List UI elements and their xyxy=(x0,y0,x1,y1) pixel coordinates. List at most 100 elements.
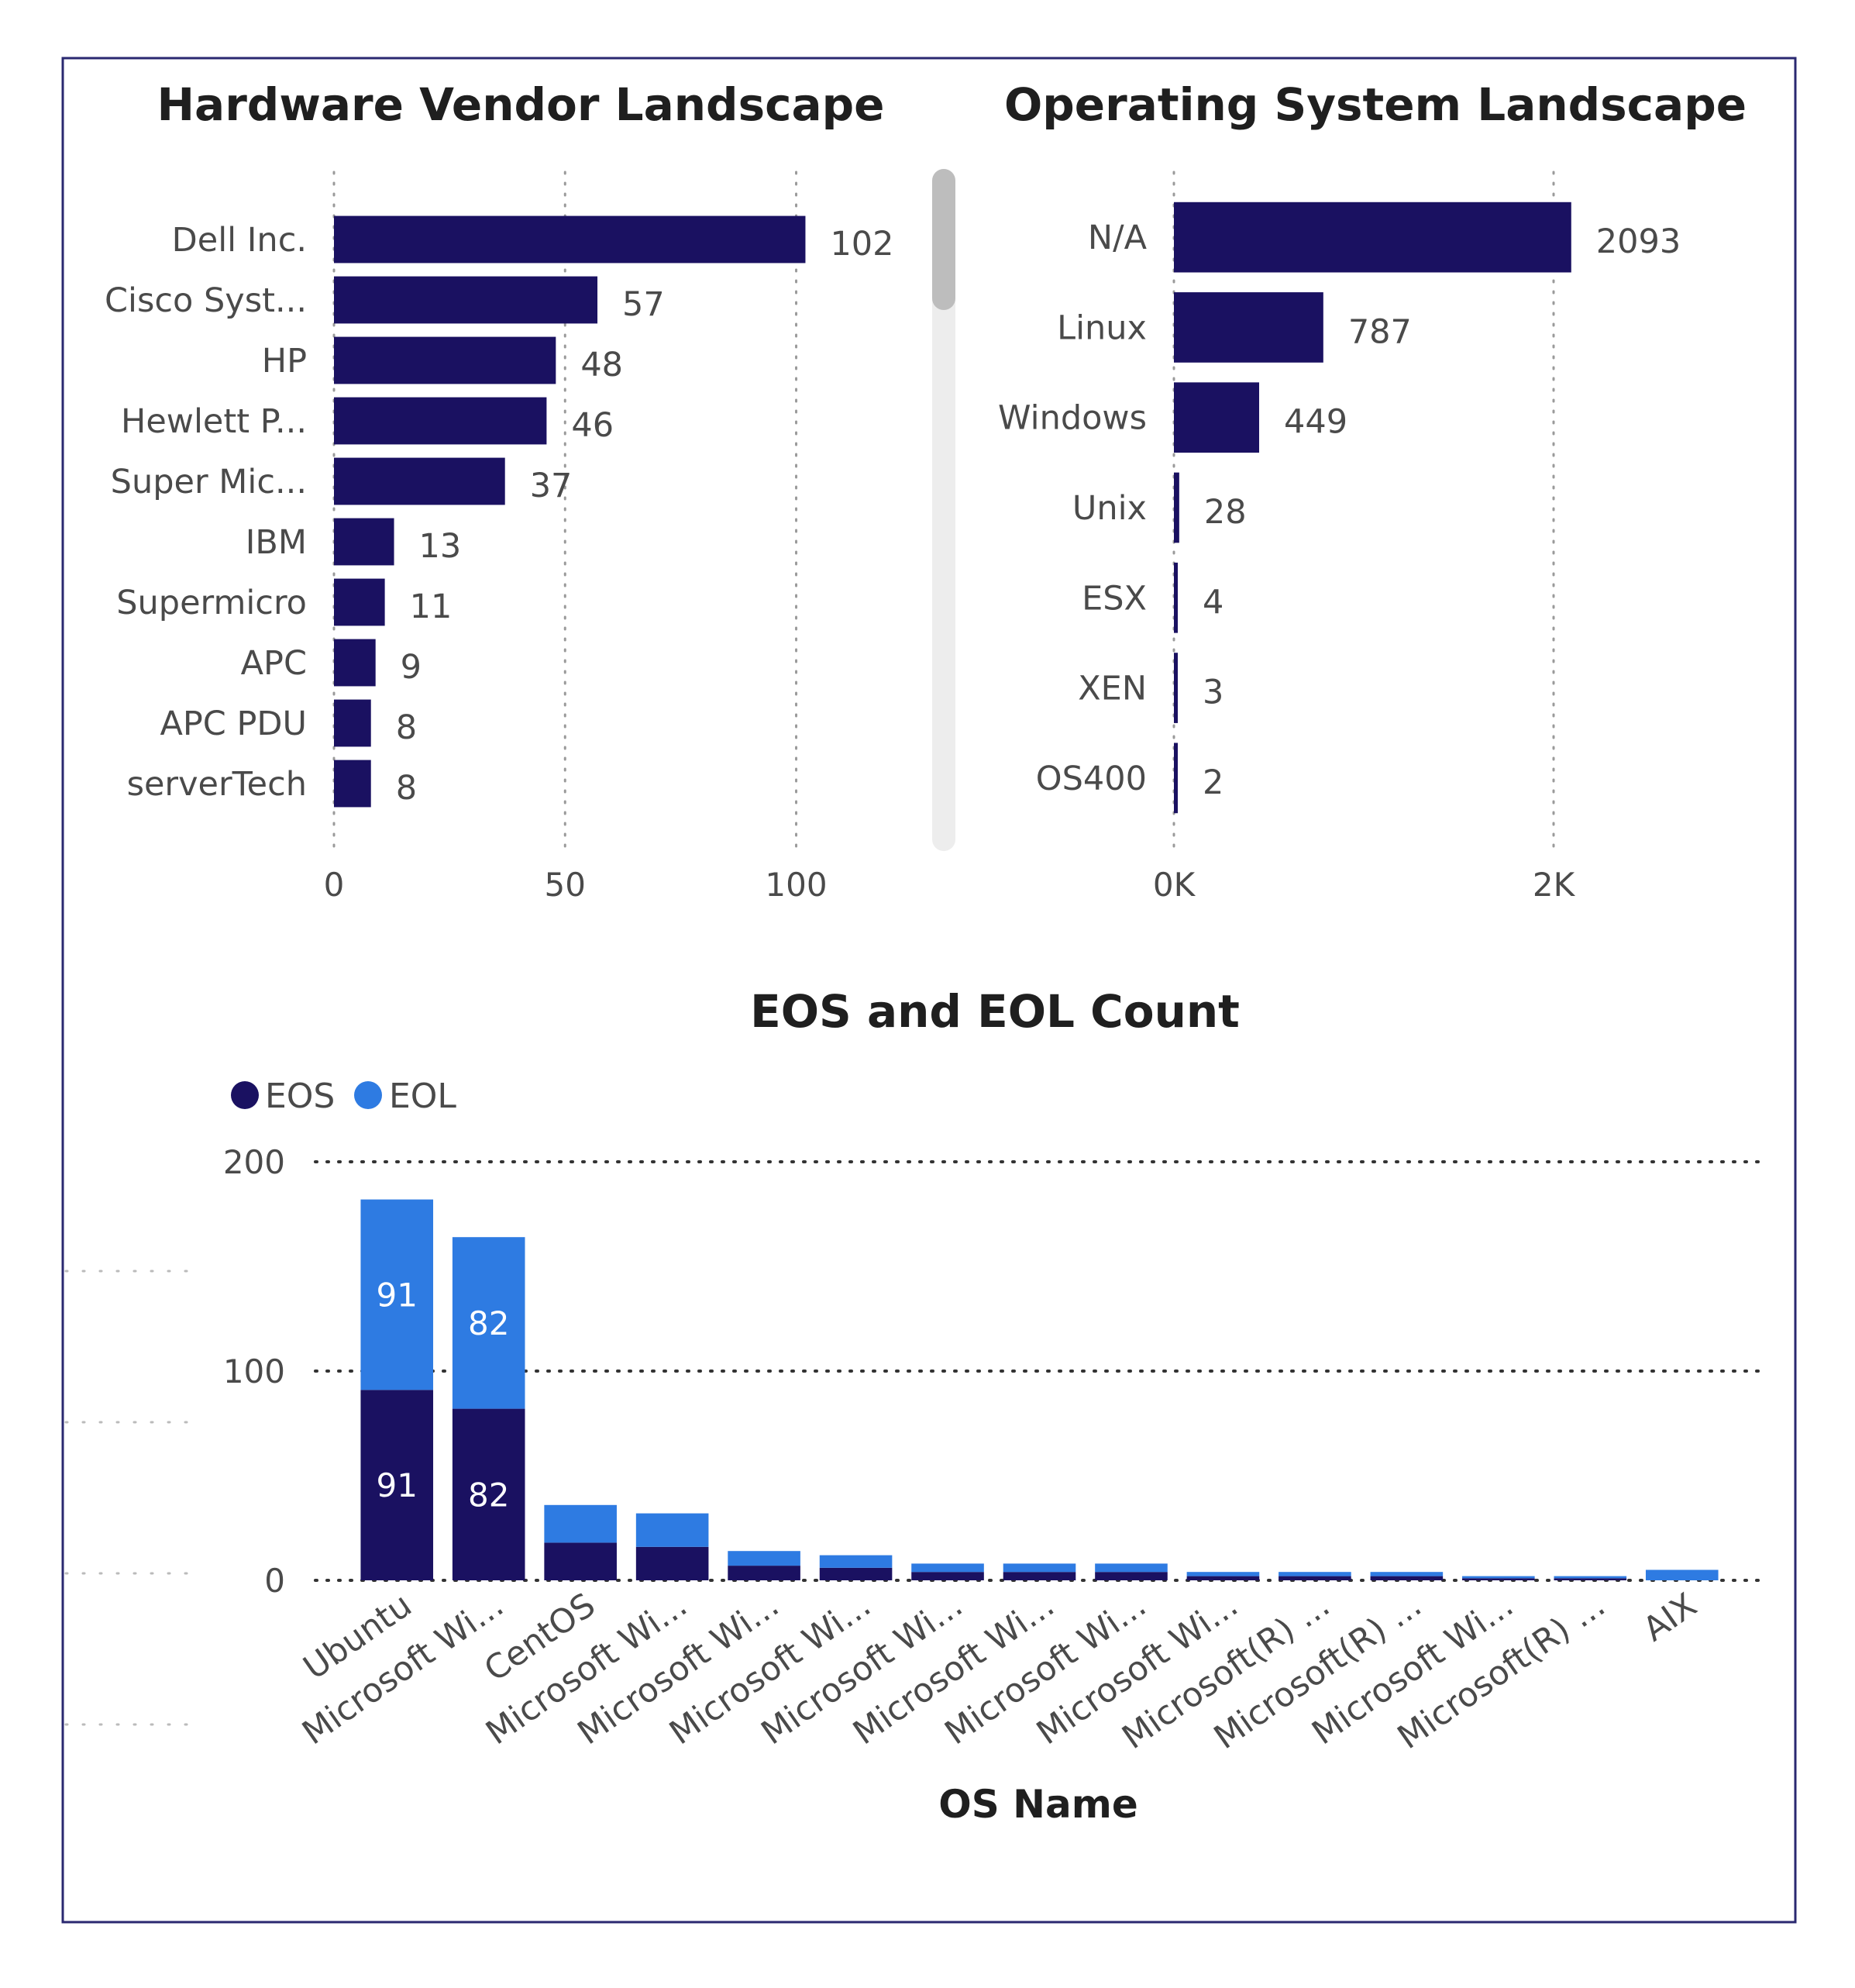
category-label: Supermicro xyxy=(116,584,307,622)
data-label: 2 xyxy=(1203,763,1223,802)
bar[interactable] xyxy=(1174,472,1179,543)
stacked-bar-segment-eol[interactable] xyxy=(1003,1563,1076,1573)
background-dotted-lines xyxy=(64,1270,195,1726)
legend-eol-label[interactable]: EOL xyxy=(389,1077,456,1116)
y-tick-label: 0 xyxy=(264,1562,285,1600)
stacked-bar-segment-eol[interactable] xyxy=(1370,1572,1444,1576)
category-label: Dell Inc. xyxy=(172,221,307,260)
stacked-bar-segment-eos[interactable] xyxy=(1186,1576,1260,1580)
category-label: serverTech xyxy=(127,765,307,804)
data-label: 8 xyxy=(396,708,417,747)
category-label: HP xyxy=(262,342,307,381)
bar[interactable] xyxy=(334,639,376,687)
bar[interactable] xyxy=(1174,382,1260,453)
data-label: 11 xyxy=(410,587,453,626)
chart-legend: EOS EOL xyxy=(231,1077,456,1116)
stacked-bar-segment-eos[interactable] xyxy=(1462,1578,1535,1580)
stacked-bar-segment-eol[interactable] xyxy=(1186,1572,1260,1576)
stacked-bar-segment-eos[interactable] xyxy=(728,1566,800,1580)
os-chart-title: Operating System Landscape xyxy=(1004,78,1747,131)
stacked-bar-segment-eol[interactable] xyxy=(819,1555,893,1568)
stacked-bar-segment-eol[interactable] xyxy=(1554,1576,1627,1579)
bar[interactable] xyxy=(334,336,556,384)
scrollbar-thumb[interactable] xyxy=(932,169,955,310)
hardware-chart-title: Hardware Vendor Landscape xyxy=(157,78,885,131)
x-tick-label: 50 xyxy=(545,866,586,904)
stacked-bar-segment-eol[interactable] xyxy=(452,1237,525,1409)
category-label: Cisco Syst... xyxy=(105,281,307,320)
category-label: Hewlett P... xyxy=(121,402,307,441)
stacked-bar-segment-eol[interactable] xyxy=(635,1513,709,1547)
data-label: 9 xyxy=(401,648,422,687)
stacked-bar-segment-eol[interactable] xyxy=(728,1551,800,1566)
category-label: IBM xyxy=(246,523,307,562)
legend-eos-marker[interactable] xyxy=(231,1081,259,1109)
data-label: 2093 xyxy=(1596,222,1681,261)
category-label: XEN xyxy=(1078,670,1147,708)
data-label: 102 xyxy=(830,225,893,264)
category-label: N/A xyxy=(1088,219,1148,257)
stacked-bar-segment-eol[interactable] xyxy=(360,1199,434,1390)
segment-data-label: 91 xyxy=(377,1276,418,1314)
operating-system-chart: Operating System Landscape 0K 2K N/A 2093 Li… xyxy=(998,78,1747,904)
legend-eos-label[interactable]: EOS xyxy=(265,1077,335,1116)
stacked-bar-segment-eos[interactable] xyxy=(544,1542,617,1580)
stacked-bar-segment-eos[interactable] xyxy=(911,1572,984,1580)
scrollbar-track[interactable] xyxy=(932,169,955,851)
data-label: 4 xyxy=(1203,583,1223,622)
category-label: ESX xyxy=(1082,579,1147,618)
hardware-chart-scrollbar[interactable] xyxy=(932,169,955,851)
bar[interactable] xyxy=(1174,562,1178,633)
stacked-bar-segment-eol[interactable] xyxy=(911,1563,984,1573)
bar[interactable] xyxy=(1174,292,1323,363)
data-label: 46 xyxy=(571,406,614,445)
data-label: 8 xyxy=(396,769,417,808)
bar[interactable] xyxy=(334,457,505,505)
stacked-bar-segment-eol[interactable] xyxy=(1462,1576,1535,1579)
y-tick-label: 200 xyxy=(223,1143,285,1181)
stacked-bar-segment-eos[interactable] xyxy=(1003,1572,1076,1580)
stacked-bar-segment-eos[interactable] xyxy=(819,1567,893,1580)
data-label: 57 xyxy=(622,285,665,324)
bar[interactable] xyxy=(334,397,547,445)
bar[interactable] xyxy=(334,760,371,808)
stacked-bar-segment-eol[interactable] xyxy=(1095,1563,1168,1573)
bar[interactable] xyxy=(334,215,806,264)
category-label: Super Mic... xyxy=(111,463,307,501)
bar[interactable] xyxy=(334,276,598,324)
x-tick-label: AIX xyxy=(1636,1586,1704,1649)
stacked-bar-segment-eos[interactable] xyxy=(1095,1572,1168,1580)
eos-eol-chart: EOS and EOL Count OS Name EOS EOL 0 100 20… xyxy=(223,985,1767,1827)
stacked-bar-segment-eol[interactable] xyxy=(1645,1569,1719,1581)
bar[interactable] xyxy=(1174,653,1178,723)
stacked-bar-segment-eos[interactable] xyxy=(360,1390,434,1580)
stacked-bar-segment-eos[interactable] xyxy=(1279,1576,1351,1580)
stacked-bar-segment-eos[interactable] xyxy=(452,1408,525,1580)
category-label: Windows xyxy=(998,399,1147,438)
x-tick-label: 2K xyxy=(1533,866,1576,904)
bar[interactable] xyxy=(1174,742,1178,814)
bar[interactable] xyxy=(334,518,394,566)
hardware-vendor-chart: Hardware Vendor Landscape 0 50 100 Dell Inc… xyxy=(105,78,894,904)
x-tick-label: 0K xyxy=(1153,866,1196,904)
legend-eol-marker[interactable] xyxy=(354,1081,382,1109)
eos-x-axis-title: OS Name xyxy=(938,1782,1138,1827)
data-label: 28 xyxy=(1204,493,1247,532)
stacked-bar-segment-eol[interactable] xyxy=(544,1504,617,1543)
bar[interactable] xyxy=(1174,202,1571,273)
category-label: Linux xyxy=(1057,308,1147,347)
y-tick-label: 100 xyxy=(223,1352,285,1390)
category-label: Unix xyxy=(1072,489,1147,528)
category-label: APC xyxy=(241,644,307,683)
stacked-bar-segment-eol[interactable] xyxy=(1279,1572,1351,1576)
category-label: APC PDU xyxy=(160,705,307,743)
bar[interactable] xyxy=(334,699,371,747)
data-label: 449 xyxy=(1284,403,1347,442)
stacked-bar-segment-eos[interactable] xyxy=(635,1546,709,1580)
stacked-bar-segment-eos[interactable] xyxy=(1554,1578,1627,1580)
segment-data-label: 91 xyxy=(377,1466,418,1504)
bar[interactable] xyxy=(334,578,385,626)
stacked-bar-segment-eos[interactable] xyxy=(1370,1576,1444,1580)
x-tick-label: 100 xyxy=(765,866,827,904)
